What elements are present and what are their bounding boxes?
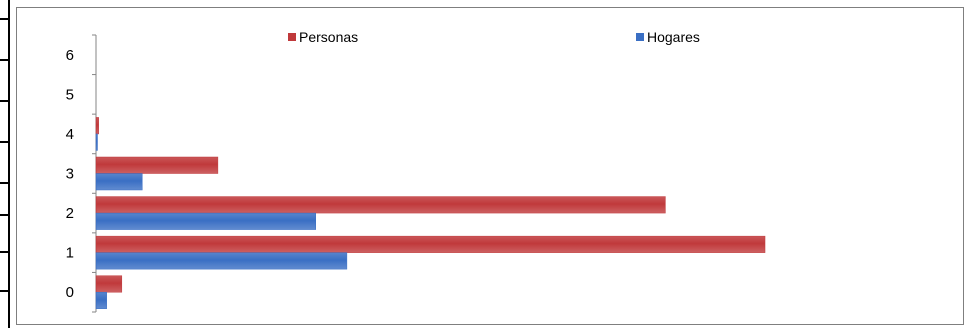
- y-tick-label: 4: [66, 126, 74, 143]
- strip-tick: [0, 141, 9, 143]
- y-tick-label: 5: [66, 86, 74, 103]
- bar-personas-0: [95, 275, 123, 293]
- legend-swatch-personas: [288, 33, 296, 41]
- bar-hogares-2: [95, 212, 316, 230]
- bar-hogares-0: [95, 291, 107, 309]
- left-border-strip: [0, 0, 10, 328]
- bar-hogares-4: [95, 133, 98, 151]
- bar-personas-2: [95, 196, 666, 214]
- y-tick-label: 6: [66, 47, 74, 64]
- strip-tick: [0, 182, 9, 184]
- bar-hogares-1: [95, 252, 348, 270]
- strip-tick: [0, 290, 9, 292]
- strip-tick: [0, 100, 9, 102]
- legend-label-hogares: Hogares: [647, 29, 700, 45]
- strip-tick: [0, 251, 9, 253]
- y-tick-label: 0: [66, 284, 74, 301]
- strip-tick: [0, 214, 9, 216]
- legend-label-personas: Personas: [299, 29, 358, 45]
- bar-personas-4: [95, 117, 99, 135]
- legend-swatch-hogares: [636, 33, 644, 41]
- bar-personas-1: [95, 235, 766, 253]
- y-tick-label: 1: [66, 245, 74, 262]
- strip-tick: [0, 59, 9, 61]
- bar-personas-3: [95, 156, 219, 174]
- y-tick-label: 2: [66, 205, 74, 222]
- y-tick-label: 3: [66, 166, 74, 183]
- strip-tick: [0, 18, 9, 20]
- bar-hogares-3: [95, 173, 143, 191]
